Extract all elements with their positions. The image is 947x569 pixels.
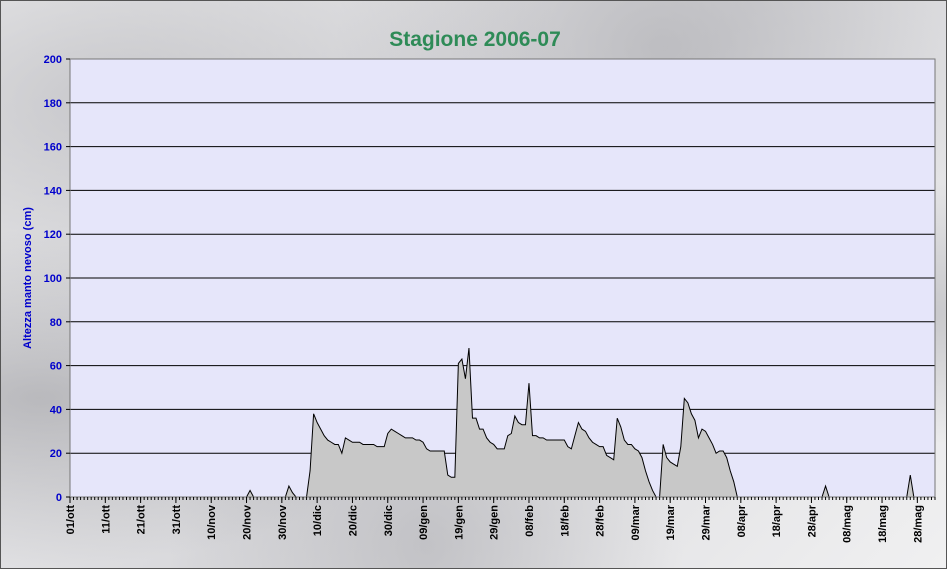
y-tick-label: 60 <box>50 361 62 373</box>
x-tick-label: 19/mar <box>665 504 677 540</box>
x-tick-label: 18/apr <box>771 504 783 537</box>
x-tick-label: 31/ott <box>171 505 183 535</box>
y-tick-label: 80 <box>50 317 62 329</box>
x-tick-label: 09/gen <box>418 505 430 540</box>
y-tick-label: 160 <box>44 142 62 154</box>
x-tick-label: 01/ott <box>65 505 77 535</box>
x-tick-label: 10/dic <box>312 505 324 536</box>
y-tick-label: 100 <box>44 273 62 285</box>
x-tick-label: 08/apr <box>736 504 748 537</box>
x-tick-label: 20/nov <box>242 504 254 540</box>
x-tick-label: 10/nov <box>206 504 218 540</box>
y-tick-label: 120 <box>44 229 62 241</box>
y-tick-labels: 0 20 40 60 80 100 120 140 160 180 200 <box>44 54 62 504</box>
y-tick-label: 200 <box>44 54 62 66</box>
snow-depth-series <box>70 348 935 498</box>
x-tick-label: 08/mag <box>842 505 854 543</box>
snow-depth-line <box>70 348 935 498</box>
x-tick-labels: 01/ott 11/ott 21/ott 31/ott 10/nov 20/nov 30/n… <box>65 504 924 543</box>
x-tick-label: 20/dic <box>347 505 359 536</box>
y-tick-label: 0 <box>56 492 62 504</box>
y-tick-label: 180 <box>44 98 62 110</box>
x-tick-label: 28/apr <box>806 504 818 537</box>
x-tick-label: 08/feb <box>524 505 536 537</box>
axes <box>66 58 936 503</box>
y-tick-label: 20 <box>50 448 62 460</box>
x-tick-label: 30/nov <box>277 504 289 540</box>
x-tick-label: 19/gen <box>453 505 465 540</box>
x-tick-label: 21/ott <box>136 505 148 535</box>
y-tick-label: 140 <box>44 185 62 197</box>
x-tick-label: 11/ott <box>100 505 112 534</box>
chart-title: Stagione 2006-07 <box>389 28 561 51</box>
x-tick-label: 29/gen <box>489 505 501 540</box>
x-tick-label: 18/mag <box>877 505 889 543</box>
x-tick-label: 09/mar <box>630 504 642 540</box>
snow-depth-area <box>70 348 935 497</box>
x-tick-label: 28/feb <box>595 505 607 537</box>
x-tick-label: 30/dic <box>383 505 395 536</box>
y-axis-label: Altezza manto nevoso (cm) <box>22 207 34 349</box>
x-tick-label: 28/mag <box>912 505 924 543</box>
y-tick-label: 40 <box>50 404 62 416</box>
x-tick-label: 29/mar <box>701 504 713 540</box>
x-tick-label: 18/feb <box>559 505 571 537</box>
